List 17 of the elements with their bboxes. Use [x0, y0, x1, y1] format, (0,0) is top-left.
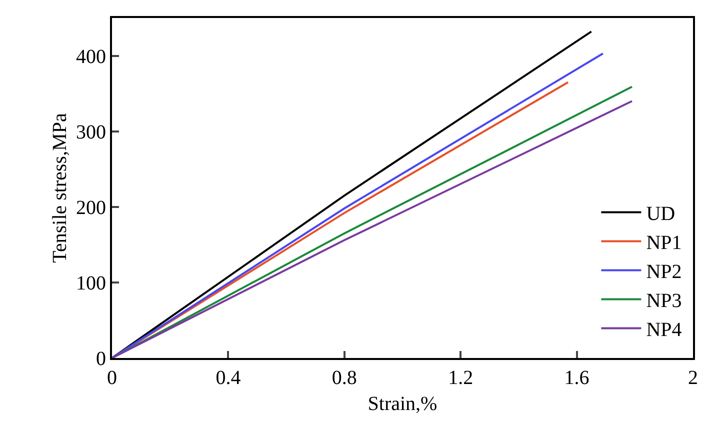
y-tick-label: 100 — [76, 272, 106, 294]
y-tick-label: 400 — [76, 46, 106, 68]
y-tick-label: 300 — [76, 121, 106, 144]
x-tick-label: 1.6 — [564, 367, 590, 389]
legend-label: UD — [646, 203, 676, 226]
x-tick-label: 0.8 — [332, 367, 357, 389]
legend-label: NP4 — [646, 319, 682, 342]
x-tick-label: 0.4 — [216, 367, 241, 389]
x-axis-title: Strain,% — [368, 393, 438, 415]
legend-label: NP3 — [646, 290, 682, 312]
legend-label: NP2 — [646, 261, 682, 284]
y-tick-label: 200 — [76, 196, 106, 219]
y-axis-title: Tensile stress,MPa — [49, 113, 71, 263]
x-tick-label: 2 — [688, 367, 698, 389]
x-tick-label: 1.2 — [448, 367, 474, 389]
y-tick-label: 0 — [96, 348, 106, 370]
legend-label: NP1 — [646, 232, 682, 254]
